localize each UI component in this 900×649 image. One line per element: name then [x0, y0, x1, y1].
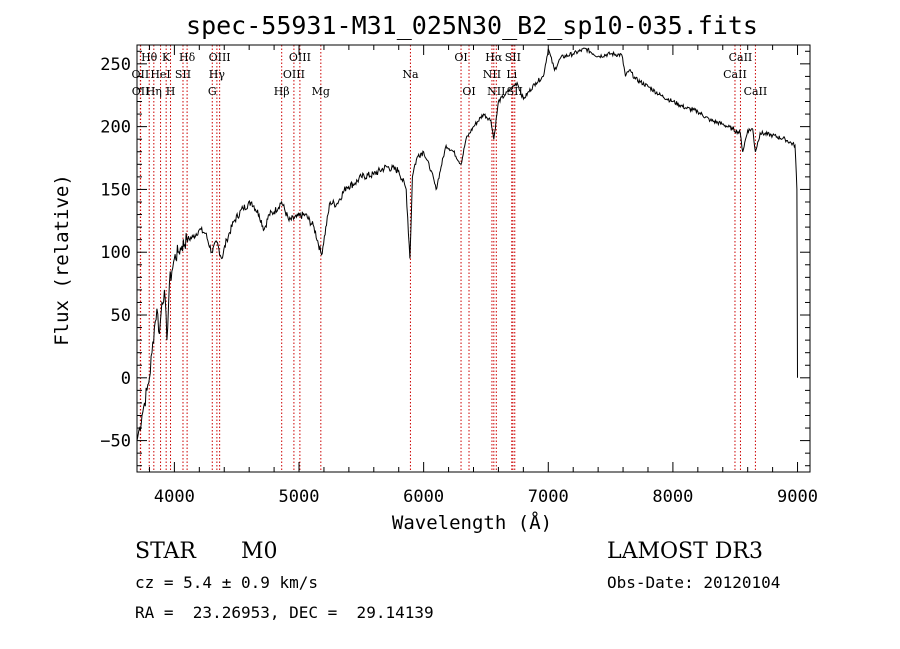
spectral-line-label: Hη: [146, 85, 162, 98]
spectral-line-label: OI: [462, 85, 475, 98]
spectral-line-label: OIII: [289, 51, 311, 64]
spectral-line-label: Hα: [485, 51, 503, 64]
spectral-lines-layer: [139, 45, 756, 472]
spectral-line-label: OIII: [283, 68, 305, 81]
spectral-line-label: HeI: [150, 68, 170, 81]
spectral-line-label: Hβ: [274, 85, 290, 98]
object-subclass: M0: [241, 539, 278, 564]
x-tick-label: 5000: [279, 487, 320, 507]
spectral-line-label: CaII: [744, 85, 768, 98]
spectral-line-label: H: [166, 85, 176, 98]
spectral-line-label: Li: [506, 68, 517, 81]
y-tick-label: −50: [100, 432, 131, 452]
chart-title: spec-55931-M31_025N30_B2_sp10-035.fits: [186, 11, 758, 40]
spectral-line-label: Hδ: [179, 51, 196, 64]
spectral-line-label: CaII: [729, 51, 753, 64]
y-tick-label: 200: [100, 118, 131, 138]
x-axis-ticks: 4000 5000 6000 7000 8000 9000: [148, 45, 818, 507]
x-tick-label: 7000: [528, 487, 569, 507]
spectral-line-label: SII: [505, 51, 521, 64]
x-tick-label: 9000: [777, 487, 818, 507]
spectral-line-label: K: [162, 51, 171, 64]
redshift-velocity: cz = 5.4 ± 0.9 km/s: [135, 573, 319, 592]
x-tick-label: 8000: [652, 487, 693, 507]
flux-series-line: [136, 47, 798, 441]
spectral-line-label: OII: [132, 68, 150, 81]
spectral-line-label: NII: [487, 85, 505, 98]
spectral-line-label: Na: [402, 68, 419, 81]
y-tick-label: 100: [100, 243, 131, 263]
spectral-line-label: OIII: [209, 51, 231, 64]
spectral-line-label: Mg: [312, 85, 330, 98]
x-tick-label: 6000: [403, 487, 444, 507]
spectral-line-label: OII: [132, 85, 150, 98]
y-axis-ticks: −50 0 50 100 150 200 250: [100, 50, 810, 467]
x-tick-label: 4000: [154, 487, 195, 507]
survey-name: LAMOST DR3: [607, 539, 763, 564]
y-tick-label: 150: [100, 180, 131, 200]
spectral-line-label: Hγ: [209, 68, 226, 81]
y-tick-label: 50: [111, 306, 131, 326]
plot-frame: [136, 44, 811, 473]
y-axis-label: Flux (relative): [51, 174, 73, 346]
ra-dec-coordinates: RA = 23.26953, DEC = 29.14139: [135, 603, 434, 622]
spectral-line-label: OI: [454, 51, 467, 64]
object-class: STAR: [135, 539, 196, 564]
y-tick-label: 0: [121, 369, 131, 389]
observation-date: Obs-Date: 20120104: [607, 573, 781, 592]
spectral-line-label: CaII: [723, 68, 747, 81]
spectral-line-label: G: [208, 85, 217, 98]
spectral-line-label: Hθ: [141, 51, 158, 64]
x-axis-label: Wavelength (Å): [392, 511, 552, 534]
spectral-line-label: NII: [483, 68, 501, 81]
y-tick-label: 250: [100, 55, 131, 75]
spectral-line-label: SII: [175, 68, 191, 81]
